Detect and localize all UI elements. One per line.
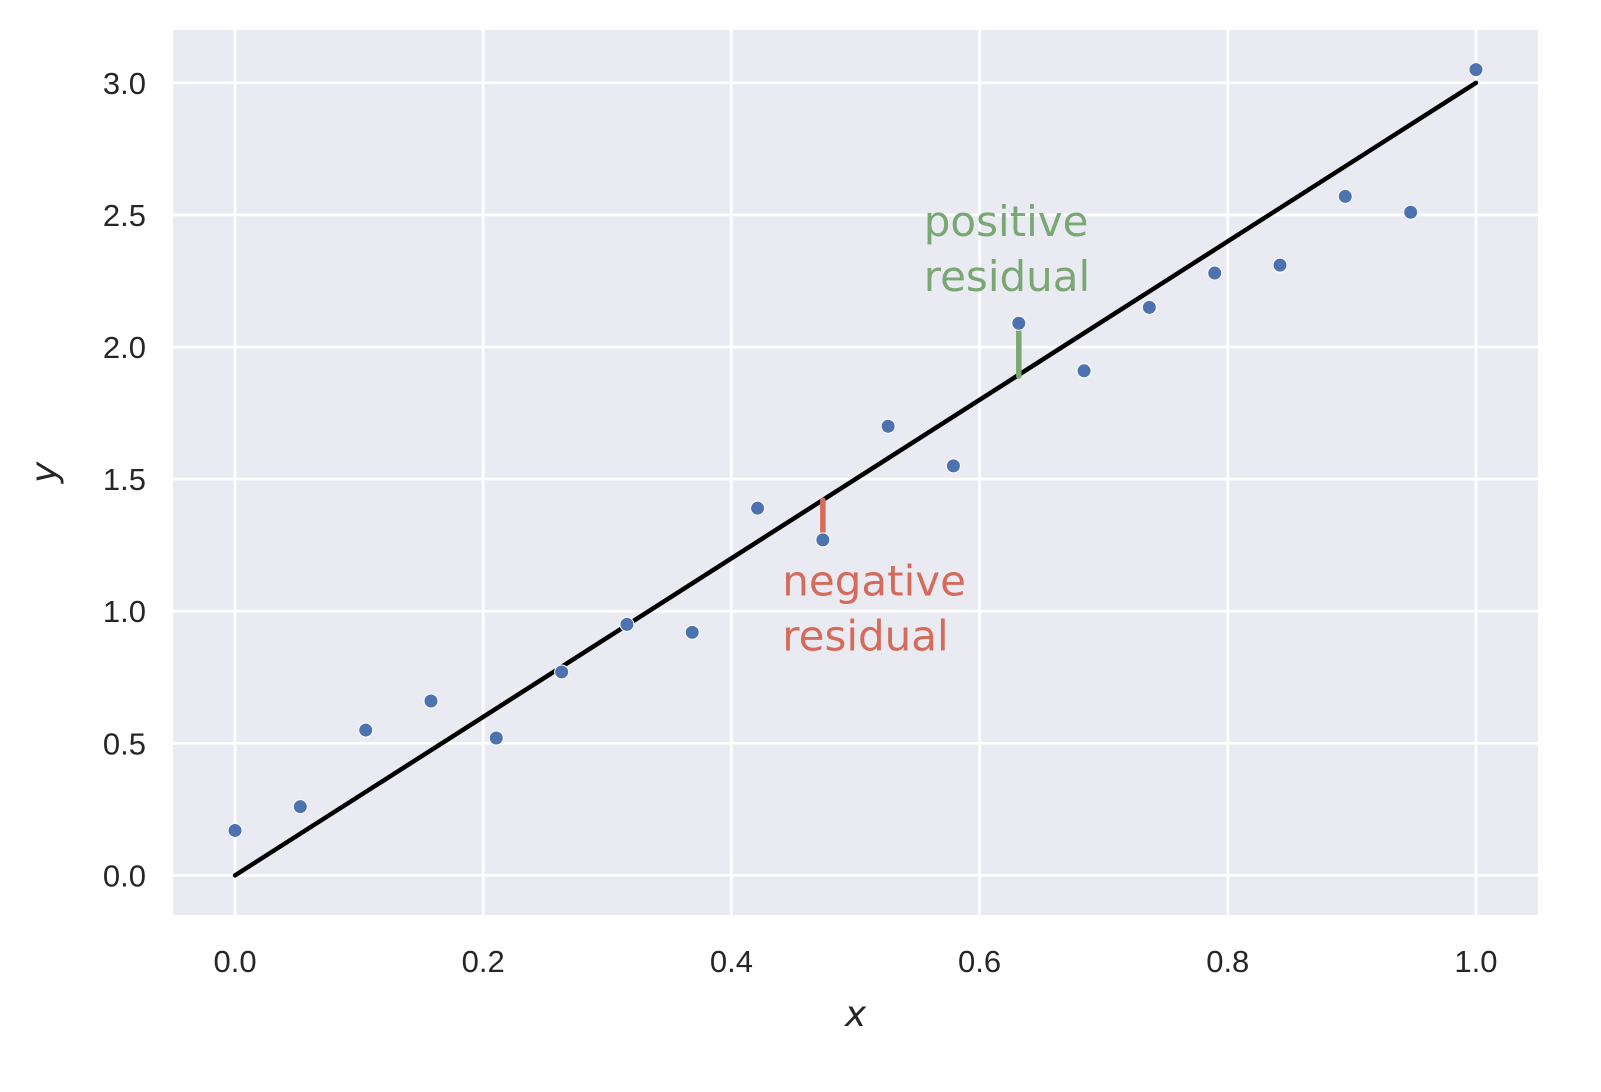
residual-label-line: residual (924, 252, 1090, 301)
y-tick-label: 2.5 (103, 198, 146, 233)
y-tick-label: 0.0 (103, 858, 146, 893)
data-point (1272, 257, 1288, 273)
y-tick-labels: 0.0 0.5 1.0 1.5 2.0 2.5 3.0 (103, 66, 146, 894)
data-point (619, 616, 635, 632)
x-tick-labels: 0.0 0.2 0.4 0.6 0.8 1.0 (213, 944, 1497, 979)
data-point (750, 500, 766, 516)
data-point (358, 722, 374, 738)
data-point (945, 458, 961, 474)
fit-line (232, 80, 1479, 878)
data-point (880, 418, 896, 434)
y-tick-label: 1.5 (103, 462, 146, 497)
data-point (1141, 299, 1157, 315)
fit-line-layer (232, 80, 1479, 878)
data-point (227, 822, 243, 838)
x-tick-label: 0.6 (958, 944, 1001, 979)
data-point (815, 532, 831, 548)
x-tick-label: 1.0 (1454, 944, 1497, 979)
data-point (684, 624, 700, 640)
y-tick-label: 0.5 (103, 726, 146, 761)
data-point (292, 799, 308, 815)
residual-segments (820, 325, 1022, 540)
x-tick-label: 0.0 (213, 944, 256, 979)
data-point (554, 664, 570, 680)
data-point (1468, 62, 1484, 78)
x-axis-label: x (844, 994, 867, 1035)
residual-label-line: residual (782, 611, 948, 660)
data-point (423, 693, 439, 709)
data-point (1337, 188, 1353, 204)
x-tick-label: 0.2 (462, 944, 505, 979)
y-tick-label: 2.0 (103, 330, 146, 365)
data-point (1403, 204, 1419, 220)
x-tick-label: 0.4 (710, 944, 753, 979)
residual-label-line: positive (924, 197, 1089, 246)
data-point (1207, 265, 1223, 281)
y-tick-label: 3.0 (103, 66, 146, 101)
residual-label-line: negative (782, 556, 966, 605)
data-point (488, 730, 504, 746)
y-tick-label: 1.0 (103, 594, 146, 629)
y-axis-label: y (24, 461, 65, 484)
residual-labels: positive residual negative residual (782, 197, 1090, 660)
residual-label: negative residual (782, 556, 966, 660)
residual-label: positive residual (924, 197, 1090, 301)
data-point (1011, 315, 1027, 331)
data-points (227, 62, 1484, 838)
x-tick-label: 0.8 (1206, 944, 1249, 979)
data-point (1076, 363, 1092, 379)
